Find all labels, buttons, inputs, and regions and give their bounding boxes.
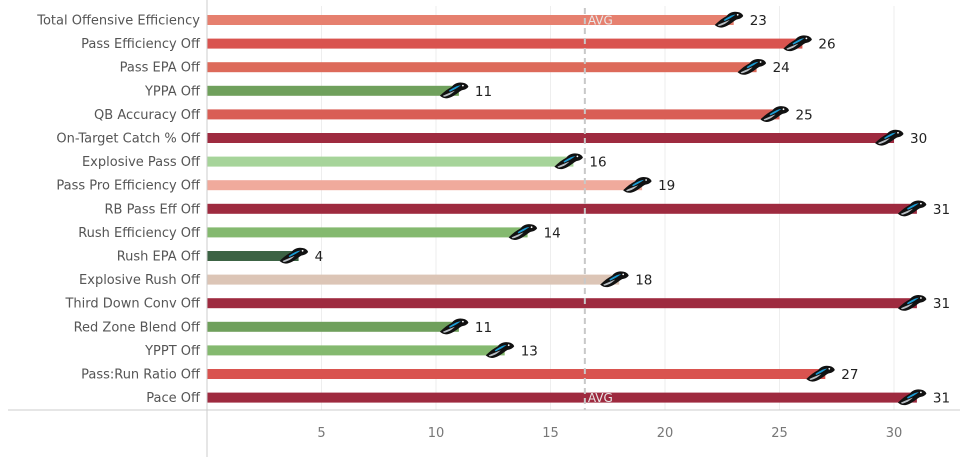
bar-on-target-catch-off bbox=[207, 133, 894, 143]
bar-rush-epa-off bbox=[207, 251, 299, 261]
x-axis: 5 10 15 20 25 30 bbox=[8, 0, 960, 457]
x-tick-label-10: 10 bbox=[428, 426, 445, 441]
bar-qb-accuracy-off bbox=[207, 109, 780, 120]
value-label-total-offensive-efficiency: 23 bbox=[750, 13, 767, 29]
value-label-red-zone-blend-off: 11 bbox=[475, 320, 492, 336]
value-labels: 23 26 24 11 25 30 16 19 31 14 4 18 31 11 13 27 31 bbox=[315, 13, 950, 407]
category-label-total-offensive-efficiency: Total Offensive Efficiency bbox=[36, 14, 200, 29]
value-label-qb-accuracy-off: 25 bbox=[796, 107, 813, 123]
category-label-explosive-rush-off: Explosive Rush Off bbox=[79, 273, 201, 288]
bar-red-zone-blend-off bbox=[207, 321, 459, 332]
bar-pace-off bbox=[207, 392, 917, 403]
category-label-qb-accuracy-off: QB Accuracy Off bbox=[94, 108, 201, 123]
average-label-top: AVG bbox=[588, 14, 613, 28]
category-label-rb-pass-eff-off: RB Pass Eff Off bbox=[105, 202, 202, 217]
category-label-on-target-catch-off: On-Target Catch % Off bbox=[56, 132, 201, 147]
average-reference-line: AVG AVG bbox=[583, 8, 613, 410]
bar-pass-epa-off bbox=[207, 62, 757, 73]
category-label-pass-epa-off: Pass EPA Off bbox=[120, 61, 201, 76]
value-label-pass-pro-efficiency-off: 19 bbox=[658, 178, 675, 194]
category-label-third-down-conv-off: Third Down Conv Off bbox=[64, 297, 201, 312]
category-label-pace-off: Pace Off bbox=[146, 391, 201, 406]
category-labels: Total Offensive Efficiency Pass Efficienc… bbox=[36, 14, 201, 407]
value-label-pass-epa-off: 24 bbox=[773, 60, 790, 76]
value-label-yppt-off: 13 bbox=[521, 343, 538, 359]
value-label-third-down-conv-off: 31 bbox=[933, 296, 950, 312]
bar-pass-efficiency-off bbox=[207, 38, 803, 49]
category-label-yppa-off: YPPA Off bbox=[144, 84, 201, 99]
bar-yppa-off bbox=[207, 85, 459, 96]
category-label-yppt-off: YPPT Off bbox=[144, 344, 201, 359]
bar-total-offensive-efficiency bbox=[207, 15, 734, 25]
value-label-rb-pass-eff-off: 31 bbox=[933, 202, 950, 218]
value-label-pace-off: 31 bbox=[933, 391, 950, 407]
bar-explosive-rush-off bbox=[207, 274, 620, 285]
value-label-pass-efficiency-off: 26 bbox=[818, 37, 835, 53]
bar-explosive-pass-off bbox=[207, 156, 574, 167]
value-label-pass-run-ratio-off: 27 bbox=[841, 367, 858, 383]
bar-pass-run-ratio-off bbox=[207, 369, 826, 379]
bar-rb-pass-eff-off bbox=[207, 203, 917, 214]
category-label-rush-efficiency-off: Rush Efficiency Off bbox=[78, 226, 201, 241]
value-label-rush-epa-off: 4 bbox=[315, 249, 324, 265]
value-label-rush-efficiency-off: 14 bbox=[544, 225, 561, 241]
bars bbox=[207, 15, 917, 403]
value-label-on-target-catch-off: 30 bbox=[910, 131, 927, 147]
value-label-explosive-pass-off: 16 bbox=[589, 155, 606, 171]
bar-yppt-off bbox=[207, 345, 505, 356]
value-label-yppa-off: 11 bbox=[475, 84, 492, 100]
category-label-pass-pro-efficiency-off: Pass Pro Efficiency Off bbox=[56, 179, 201, 194]
bar-third-down-conv-off bbox=[207, 298, 917, 309]
category-label-rush-epa-off: Rush EPA Off bbox=[117, 250, 201, 265]
category-label-pass-run-ratio-off: Pass:Run Ratio Off bbox=[81, 368, 201, 383]
x-tick-label-30: 30 bbox=[886, 426, 903, 441]
x-tick-label-15: 15 bbox=[542, 426, 559, 441]
average-label-bottom: AVG bbox=[588, 391, 613, 405]
x-tick-label-5: 5 bbox=[317, 426, 325, 441]
x-tick-label-20: 20 bbox=[657, 426, 674, 441]
value-label-explosive-rush-off: 18 bbox=[635, 273, 652, 289]
category-label-red-zone-blend-off: Red Zone Blend Off bbox=[74, 320, 201, 335]
category-label-pass-efficiency-off: Pass Efficiency Off bbox=[81, 37, 201, 52]
category-label-explosive-pass-off: Explosive Pass Off bbox=[82, 155, 201, 170]
x-tick-label-25: 25 bbox=[771, 426, 788, 441]
bar-pass-pro-efficiency-off bbox=[207, 180, 643, 191]
bar-rush-efficiency-off bbox=[207, 227, 528, 238]
